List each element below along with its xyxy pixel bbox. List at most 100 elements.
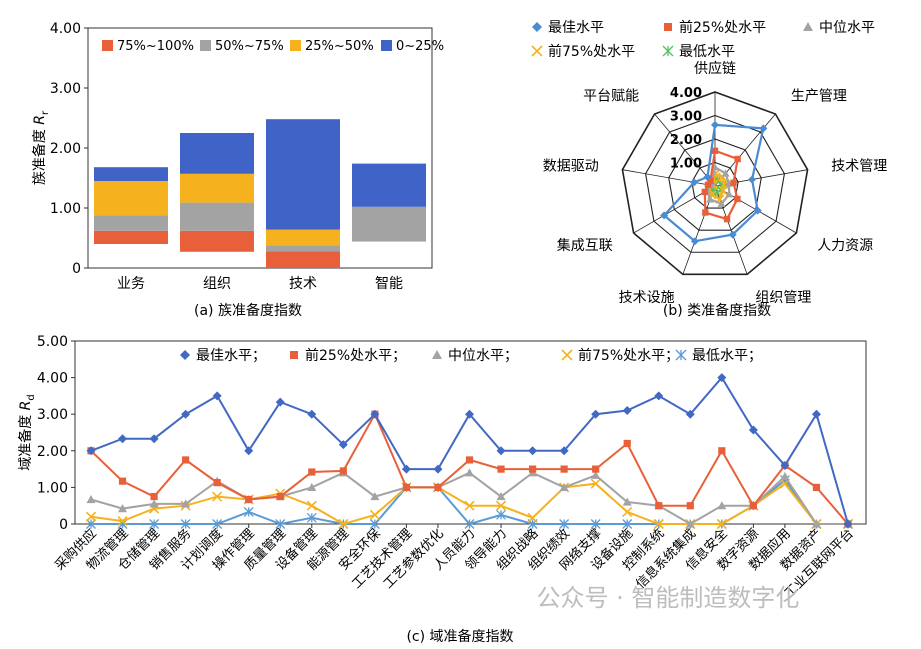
- chart-c-point: [244, 446, 254, 456]
- chart-b-point: [711, 147, 719, 154]
- chart-c-point: [591, 409, 601, 419]
- chart-b-legend-marker: [532, 22, 542, 32]
- chart-c-point: [528, 446, 538, 456]
- chart-b-axis-label: 生产管理: [791, 89, 847, 105]
- chart-c-point: [622, 519, 633, 529]
- chart-c-point: [86, 519, 96, 529]
- chart-b-point: [759, 124, 768, 133]
- chart-c-point: [686, 502, 694, 510]
- chart-b-point: [753, 206, 762, 215]
- chart-c-point: [654, 391, 664, 401]
- chart-b-axis-label: 集成互联: [557, 237, 613, 254]
- chart-a-bar-segment: [180, 173, 254, 203]
- chart-c-point: [86, 446, 96, 456]
- chart-c-ytick-label: 0: [59, 517, 68, 533]
- chart-c-legend-marker: [675, 349, 687, 361]
- chart-b-axis-label: 技术管理: [831, 159, 887, 175]
- chart-b-grid-ring: [621, 91, 809, 276]
- chart-c-point: [655, 502, 663, 510]
- chart-a-bar-segment: [266, 251, 340, 268]
- chart-a-bar-segment: [266, 229, 340, 246]
- chart-c-point: [464, 500, 475, 511]
- chart-c-ytick-label: 1.00: [37, 480, 68, 496]
- chart-a-xtick-label: 技术: [289, 276, 317, 292]
- chart-c-point: [117, 516, 128, 527]
- chart-b-radius-tick-label: 2.00: [670, 133, 702, 148]
- chart-b-point: [702, 209, 709, 216]
- chart-c-point: [811, 409, 821, 419]
- chart-a-family-readiness: (a) 族准备度指数 0 1.00 2.00 3.00 4.00 族准备度 Rr 业务 组织 技…: [31, 21, 444, 319]
- chart-c-point: [465, 409, 474, 419]
- chart-a-bar-segment: [94, 181, 168, 216]
- chart-c-point: [716, 518, 727, 530]
- chart-c-point: [811, 519, 821, 528]
- chart-c-point: [149, 499, 159, 508]
- chart-c-point: [495, 500, 507, 511]
- chart-b-spoke: [622, 169, 716, 187]
- chart-b-legend-label: 最佳水平: [548, 20, 604, 36]
- chart-b-point: [728, 230, 737, 239]
- chart-b-spoke: [633, 185, 716, 234]
- chart-c-point: [653, 518, 664, 530]
- chart-b-legend-label: 最低水平: [679, 44, 735, 60]
- chart-a-ytick-label: 1.00: [50, 201, 81, 217]
- chart-c-point: [212, 519, 223, 529]
- chart-b-point: [703, 172, 712, 181]
- chart-a-legend-label: 0~25%: [396, 39, 444, 54]
- chart-a-bar-segment: [180, 133, 254, 174]
- chart-c-point: [338, 440, 348, 450]
- chart-b-point: [690, 237, 699, 246]
- chart-c-point: [306, 512, 317, 523]
- chart-c-point: [843, 519, 853, 529]
- chart-b-point: [706, 195, 715, 203]
- chart-a-bar-segment: [352, 206, 426, 242]
- chart-c-point: [276, 492, 284, 501]
- chart-a-bar-segment: [266, 119, 340, 230]
- chart-c-ytick-label: 4.00: [37, 371, 68, 387]
- chart-c-point: [465, 468, 474, 477]
- chart-c-ytick-label: 2.00: [37, 444, 68, 460]
- chart-b-radius-tick-label: 1.00: [670, 157, 702, 172]
- chart-c-point: [370, 409, 380, 419]
- chart-c-legend-marker: [290, 351, 298, 359]
- chart-c-point: [275, 397, 285, 407]
- chart-b-point: [707, 177, 714, 184]
- chart-b-point: [717, 199, 726, 207]
- chart-c-point: [464, 519, 475, 529]
- chart-c-point: [307, 409, 317, 419]
- chart-c-point: [401, 464, 411, 474]
- chart-c-legend-marker: [432, 350, 442, 359]
- chart-c-point: [685, 409, 695, 419]
- chart-b-axis-label: 供应链: [694, 60, 736, 77]
- chart-b-point: [690, 178, 699, 187]
- chart-c-point: [275, 519, 286, 529]
- chart-c-point: [623, 439, 631, 448]
- chart-a-bar-segment: [94, 215, 168, 231]
- chart-c-point: [812, 483, 821, 491]
- chart-c-point: [496, 509, 507, 520]
- chart-a-caption: (a) 族准备度指数: [194, 302, 302, 319]
- chart-a-legend-swatch: [381, 40, 392, 51]
- chart-c-point: [622, 497, 632, 506]
- chart-c-point: [496, 492, 506, 501]
- chart-c-legend-marker: [561, 349, 573, 361]
- chart-c-point: [212, 491, 223, 502]
- chart-a-xtick-label: 组织: [203, 276, 231, 292]
- chart-c-point: [559, 482, 569, 491]
- chart-c-point: [780, 460, 790, 470]
- chart-b-axis-label: 组织管理: [755, 290, 811, 306]
- chart-a-bar-segment: [180, 230, 254, 252]
- chart-c-point: [307, 482, 317, 491]
- chart-a-ylabel: 族准备度 Rr: [31, 110, 51, 185]
- chart-c-point: [150, 492, 158, 501]
- chart-c-point: [181, 409, 191, 419]
- chart-c-point: [749, 502, 757, 510]
- chart-a-ytick-label: 0: [72, 261, 81, 277]
- chart-b-axis-label: 技术设施: [619, 290, 675, 306]
- chart-a-legend-label: 25%~50%: [305, 39, 374, 54]
- chart-b-axis-label: 平台赋能: [583, 89, 639, 105]
- chart-b-point: [718, 186, 728, 196]
- chart-c-point: [559, 446, 569, 456]
- chart-c-point: [717, 501, 727, 510]
